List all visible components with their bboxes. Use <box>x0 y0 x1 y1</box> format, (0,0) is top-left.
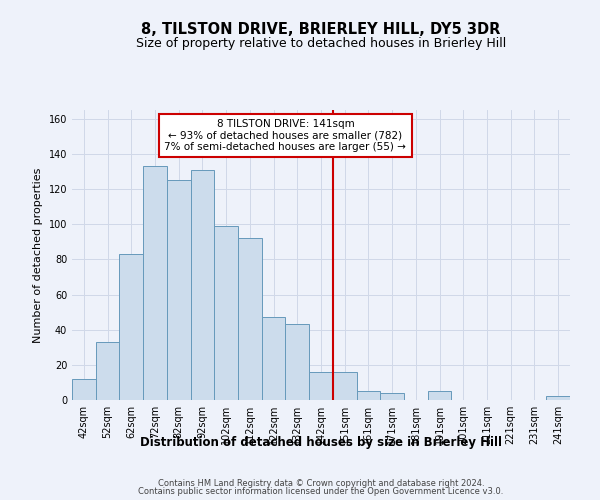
Bar <box>191 170 214 400</box>
Bar <box>238 238 262 400</box>
Text: Contains public sector information licensed under the Open Government Licence v3: Contains public sector information licen… <box>139 487 503 496</box>
Bar <box>356 391 380 400</box>
Bar <box>309 372 333 400</box>
Text: 8 TILSTON DRIVE: 141sqm
← 93% of detached houses are smaller (782)
7% of semi-de: 8 TILSTON DRIVE: 141sqm ← 93% of detache… <box>164 119 406 152</box>
Text: Contains HM Land Registry data © Crown copyright and database right 2024.: Contains HM Land Registry data © Crown c… <box>158 478 484 488</box>
Text: Distribution of detached houses by size in Brierley Hill: Distribution of detached houses by size … <box>140 436 502 449</box>
Bar <box>286 324 309 400</box>
Bar <box>143 166 167 400</box>
Bar <box>262 318 286 400</box>
Bar <box>72 379 96 400</box>
Bar <box>119 254 143 400</box>
Text: Size of property relative to detached houses in Brierley Hill: Size of property relative to detached ho… <box>136 38 506 51</box>
Bar <box>214 226 238 400</box>
Bar <box>333 372 356 400</box>
Text: 8, TILSTON DRIVE, BRIERLEY HILL, DY5 3DR: 8, TILSTON DRIVE, BRIERLEY HILL, DY5 3DR <box>142 22 500 38</box>
Bar <box>428 391 451 400</box>
Y-axis label: Number of detached properties: Number of detached properties <box>33 168 43 342</box>
Bar <box>96 342 119 400</box>
Bar <box>380 393 404 400</box>
Bar <box>546 396 570 400</box>
Bar <box>167 180 191 400</box>
